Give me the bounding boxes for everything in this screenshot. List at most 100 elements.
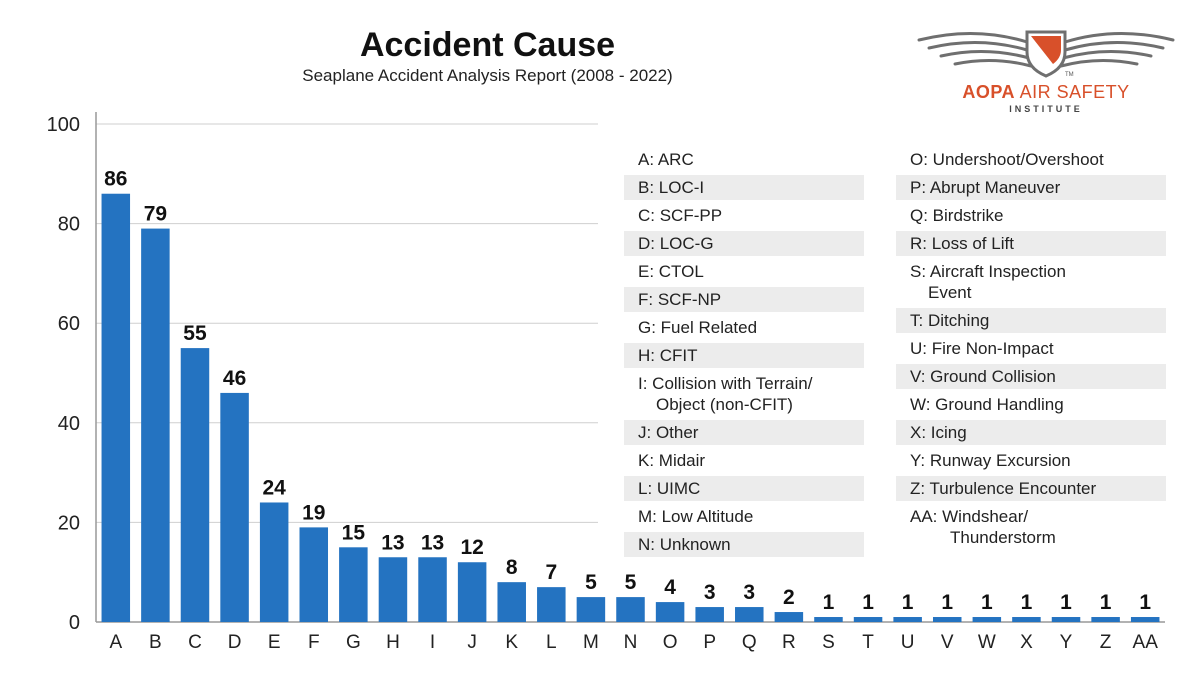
x-tick-label: R <box>782 632 796 653</box>
x-tick-label: A <box>109 632 122 653</box>
legend-item: G: Fuel Related <box>624 315 864 340</box>
legend-item-line: Q: Birdstrike <box>910 206 1004 225</box>
legend-item: L: UIMC <box>624 476 864 501</box>
legend-item: R: Loss of Lift <box>896 231 1166 256</box>
bar <box>1091 617 1120 622</box>
legend-item-line: G: Fuel Related <box>638 318 758 337</box>
bar <box>457 562 487 622</box>
bar <box>695 607 724 622</box>
bar <box>537 587 566 622</box>
logo-tagline: INSTITUTE <box>1009 104 1083 114</box>
bar <box>418 557 447 622</box>
legend-item: S: Aircraft Inspection Event <box>896 259 1166 305</box>
legend-item-line: AA: Windshear/ <box>910 507 1029 526</box>
legend-item-line: S: Aircraft Inspection <box>910 262 1066 281</box>
bar <box>299 527 329 622</box>
legend-item-line: Z: Turbulence Encounter <box>910 479 1097 498</box>
data-label: 24 <box>262 476 286 499</box>
x-tick-label: M <box>583 632 599 653</box>
legend-item-line: T: Ditching <box>910 311 990 330</box>
legend-item: J: Other <box>624 420 864 445</box>
legend-item-line: X: Icing <box>910 423 967 442</box>
wings-icon: TM <box>917 30 1175 78</box>
x-tick-label: Z <box>1100 632 1112 653</box>
data-label: 8 <box>506 556 518 579</box>
x-tick-label: B <box>149 632 162 653</box>
data-label: 3 <box>743 581 755 604</box>
legend-item: X: Icing <box>896 420 1166 445</box>
legend-item-line: L: UIMC <box>638 479 701 498</box>
bar <box>735 607 764 622</box>
bar <box>576 597 606 622</box>
legend-item-line: J: Other <box>638 423 699 442</box>
legend-item: P: Abrupt Maneuver <box>896 175 1166 200</box>
x-tick-label: U <box>901 632 915 653</box>
bar <box>101 193 131 622</box>
x-tick-label: N <box>624 632 638 653</box>
x-tick-label: F <box>308 632 320 653</box>
data-label: 1 <box>1021 591 1033 614</box>
data-label: 46 <box>223 367 246 390</box>
legend-item: H: CFIT <box>624 343 864 368</box>
data-label: 5 <box>625 571 637 594</box>
data-label: 1 <box>1100 591 1112 614</box>
data-label: 1 <box>981 591 993 614</box>
legend-item: K: Midair <box>624 448 864 473</box>
legend-item: O: Undershoot/Overshoot <box>896 147 1166 172</box>
data-label: 1 <box>941 591 953 614</box>
legend-item: Z: Turbulence Encounter <box>896 476 1166 501</box>
logo-wordmark: AOPA AIR SAFETY <box>915 82 1177 103</box>
legend-item: Q: Birdstrike <box>896 203 1166 228</box>
bar <box>932 617 962 622</box>
legend-item: E: CTOL <box>624 259 864 284</box>
legend-item: V: Ground Collision <box>896 364 1166 389</box>
x-tick-label: C <box>188 632 202 653</box>
bar <box>180 348 210 622</box>
legend-item: C: SCF-PP <box>624 203 864 228</box>
x-tick-label: AA <box>1133 632 1159 653</box>
data-label: 86 <box>104 168 127 191</box>
legend-item: U: Fire Non-Impact <box>896 336 1166 361</box>
legend-right-column: O: Undershoot/Overshoot P: Abrupt Maneuve… <box>896 147 1166 553</box>
legend-item-line: E: CTOL <box>638 262 704 281</box>
legend-item: AA: Windshear/Thunderstorm <box>896 504 1166 550</box>
legend-item: T: Ditching <box>896 308 1166 333</box>
data-label: 19 <box>302 501 325 524</box>
trademark-mark: TM <box>1065 72 1074 78</box>
legend-item: M: Low Altitude <box>624 504 864 529</box>
bar <box>378 557 408 622</box>
bar <box>1130 617 1160 622</box>
x-tick-label: V <box>941 632 954 653</box>
legend-item-line: R: Loss of Lift <box>910 234 1014 253</box>
data-label: 55 <box>183 322 207 345</box>
legend-item: B: LOC-I <box>624 175 864 200</box>
legend-item-line: F: SCF-NP <box>638 290 722 309</box>
data-label: 1 <box>823 591 835 614</box>
data-label: 12 <box>460 536 483 559</box>
chart-title: Accident Cause <box>359 26 616 64</box>
legend-item-line: D: LOC-G <box>638 234 714 253</box>
legend-item: D: LOC-G <box>624 231 864 256</box>
x-tick-label: Y <box>1060 632 1073 653</box>
bar <box>655 602 685 622</box>
x-tick-label: E <box>268 632 281 653</box>
legend-item-line: Object (non-CFIT) <box>656 395 793 414</box>
data-label: 5 <box>585 571 597 594</box>
legend-item-line: Y: Runway Excursion <box>910 451 1071 470</box>
legend-item-line: C: SCF-PP <box>638 206 723 225</box>
data-label: 1 <box>902 591 914 614</box>
chart-subtitle: Seaplane Accident Analysis Report (2008 … <box>302 66 673 85</box>
bar <box>774 612 804 622</box>
bar <box>616 597 645 622</box>
data-label: 1 <box>862 591 874 614</box>
data-label: 13 <box>381 531 404 554</box>
legend-item-line: Event <box>928 283 972 302</box>
legend-item-line: M: Low Altitude <box>638 507 754 526</box>
logo-brand: AOPA <box>962 82 1016 102</box>
legend-item: F: SCF-NP <box>624 287 864 312</box>
data-label: 4 <box>664 576 676 599</box>
y-tick-label: 40 <box>58 413 80 435</box>
bar <box>497 582 526 622</box>
